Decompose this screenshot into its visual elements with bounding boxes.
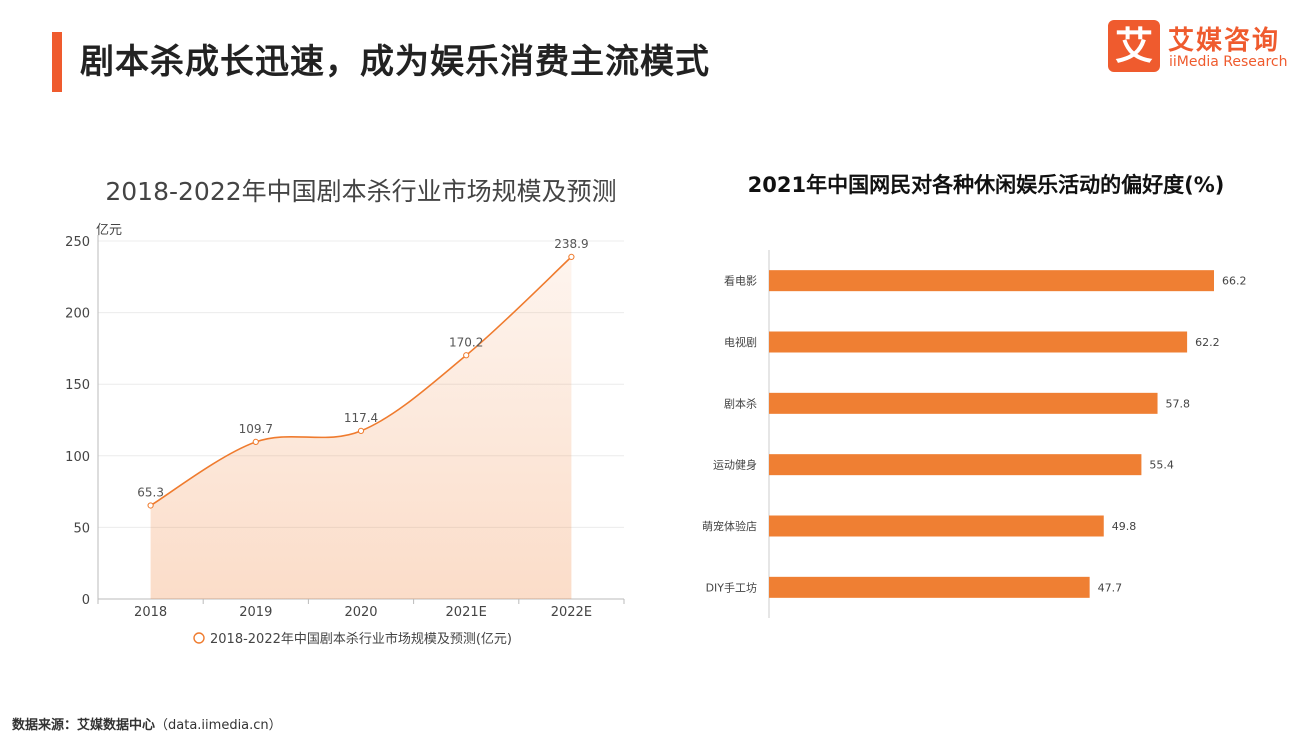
x-tick-label: 2021E <box>446 605 487 620</box>
bar <box>769 270 1214 292</box>
logo-name-cn: 艾媒咨询 <box>1168 26 1281 56</box>
logo-name-en: iiMedia Research <box>1169 54 1288 70</box>
category-label: 剧本杀 <box>724 396 757 410</box>
data-label: 47.7 <box>1098 581 1123 594</box>
bar <box>769 331 1188 353</box>
y-tick-label: 0 <box>82 593 90 608</box>
page-title: 剧本杀成长迅速，成为娱乐消费主流模式 <box>80 42 710 82</box>
data-label: 49.8 <box>1112 520 1137 533</box>
data-point <box>147 502 154 509</box>
bar <box>769 392 1158 414</box>
data-point <box>252 438 259 446</box>
area-chart-title: 2018-2022年中国剧本杀行业市场规模及预测 <box>105 177 616 206</box>
preference-bar-chart: 2021年中国网民对各种休闲娱乐活动的偏好度(%) 看电影 66.2 电视剧 62.2 剧… <box>702 173 1247 618</box>
x-tick-label: 2018 <box>134 605 167 620</box>
data-point <box>463 352 470 359</box>
y-tick-label: 50 <box>73 521 90 536</box>
area-fill <box>150 256 572 599</box>
data-label: 62.2 <box>1195 336 1220 349</box>
bar <box>769 515 1104 537</box>
data-label: 109.7 <box>239 422 273 436</box>
data-label: 238.9 <box>554 237 588 251</box>
data-label: 55.4 <box>1149 459 1174 472</box>
x-tick-label: 2022E <box>551 605 592 620</box>
legend-label: 2018-2022年中国剧本杀行业市场规模及预测(亿元) <box>210 631 512 647</box>
x-tick-label: 2019 <box>239 605 272 620</box>
data-source: 数据来源：艾媒数据中心（data.iimedia.cn） <box>12 714 282 733</box>
data-label: 66.2 <box>1222 275 1247 288</box>
title-accent-bar <box>52 32 62 92</box>
y-tick-label: 150 <box>65 378 90 393</box>
brand-logo: 艾 艾媒咨询 iiMedia Research <box>1108 20 1298 74</box>
data-label: 57.8 <box>1166 397 1191 410</box>
data-label: 170.2 <box>449 335 483 349</box>
data-source-site: （data.iimedia.cn） <box>155 718 282 733</box>
data-point <box>568 253 575 260</box>
category-label: DIY手工坊 <box>706 580 757 594</box>
logo-mark-icon: 艾 <box>1108 20 1160 72</box>
y-tick-label: 100 <box>65 450 90 465</box>
bar-chart-title: 2021年中国网民对各种休闲娱乐活动的偏好度(%) <box>748 173 1225 197</box>
category-label: 电视剧 <box>724 335 757 349</box>
category-label: 看电影 <box>724 274 757 288</box>
bar <box>769 454 1142 476</box>
category-label: 运动健身 <box>713 458 757 472</box>
category-label: 萌宠体验店 <box>702 519 757 533</box>
y-axis-unit-label: 亿元 <box>96 223 122 238</box>
data-label: 117.4 <box>344 411 378 425</box>
data-point <box>357 427 365 434</box>
legend-marker-icon <box>193 632 205 644</box>
x-tick-label: 2020 <box>344 605 377 620</box>
data-source-label: 数据来源：艾媒数据中心 <box>12 718 156 733</box>
y-tick-label: 250 <box>65 235 90 250</box>
bar <box>769 576 1090 598</box>
data-label: 65.3 <box>137 485 164 499</box>
y-tick-label: 200 <box>65 307 90 322</box>
